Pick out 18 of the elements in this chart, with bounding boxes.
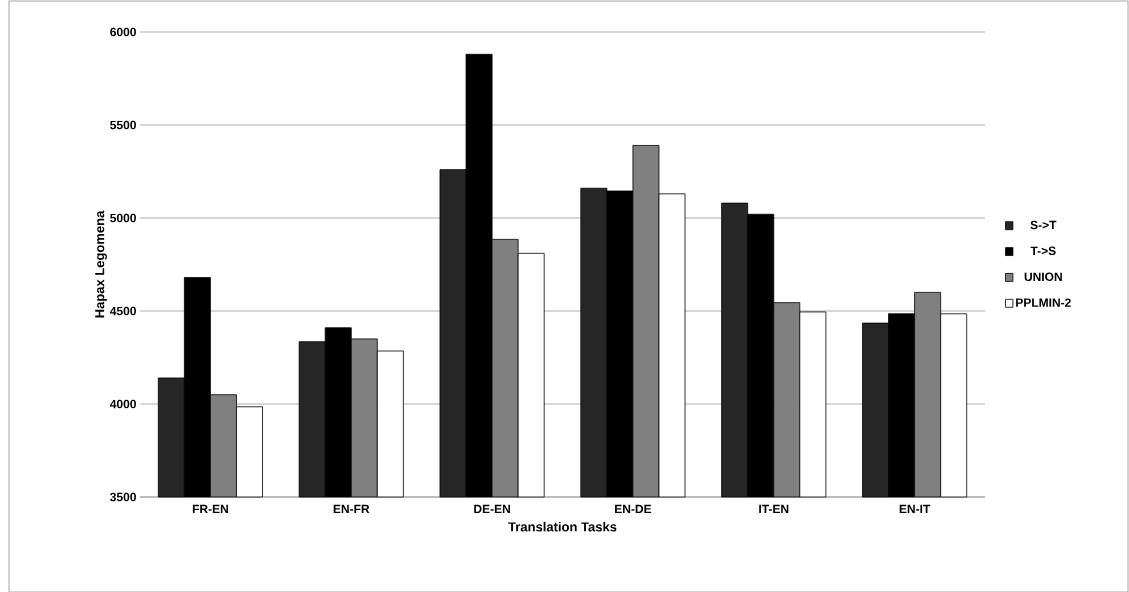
- legend-label: UNION: [1024, 272, 1062, 281]
- x-tick-label: EN-DE: [615, 504, 652, 514]
- y-tick-label: 5000: [110, 213, 136, 223]
- y-tick-label: 4500: [109, 306, 136, 316]
- legend-label: T->S: [1030, 246, 1056, 256]
- legend-label: S->T: [1030, 220, 1057, 230]
- x-tick-label: IT-EN: [759, 504, 789, 514]
- x-tick-label: FR-EN: [192, 504, 228, 514]
- x-tick-label: EN-IT: [899, 504, 931, 514]
- legend-label: PPLMIN-2: [1016, 298, 1071, 307]
- y-tick-label: 4000: [109, 399, 136, 409]
- x-axis-title: Translation Tasks: [508, 521, 617, 532]
- y-axis-title: Hapax Legomena: [95, 210, 107, 318]
- y-tick-label: 5500: [110, 120, 136, 130]
- y-tick-label: 6000: [110, 27, 136, 37]
- y-tick-label: 3500: [110, 492, 136, 502]
- x-tick-label: DE-EN: [474, 504, 510, 514]
- x-tick-label: EN-FR: [333, 504, 370, 514]
